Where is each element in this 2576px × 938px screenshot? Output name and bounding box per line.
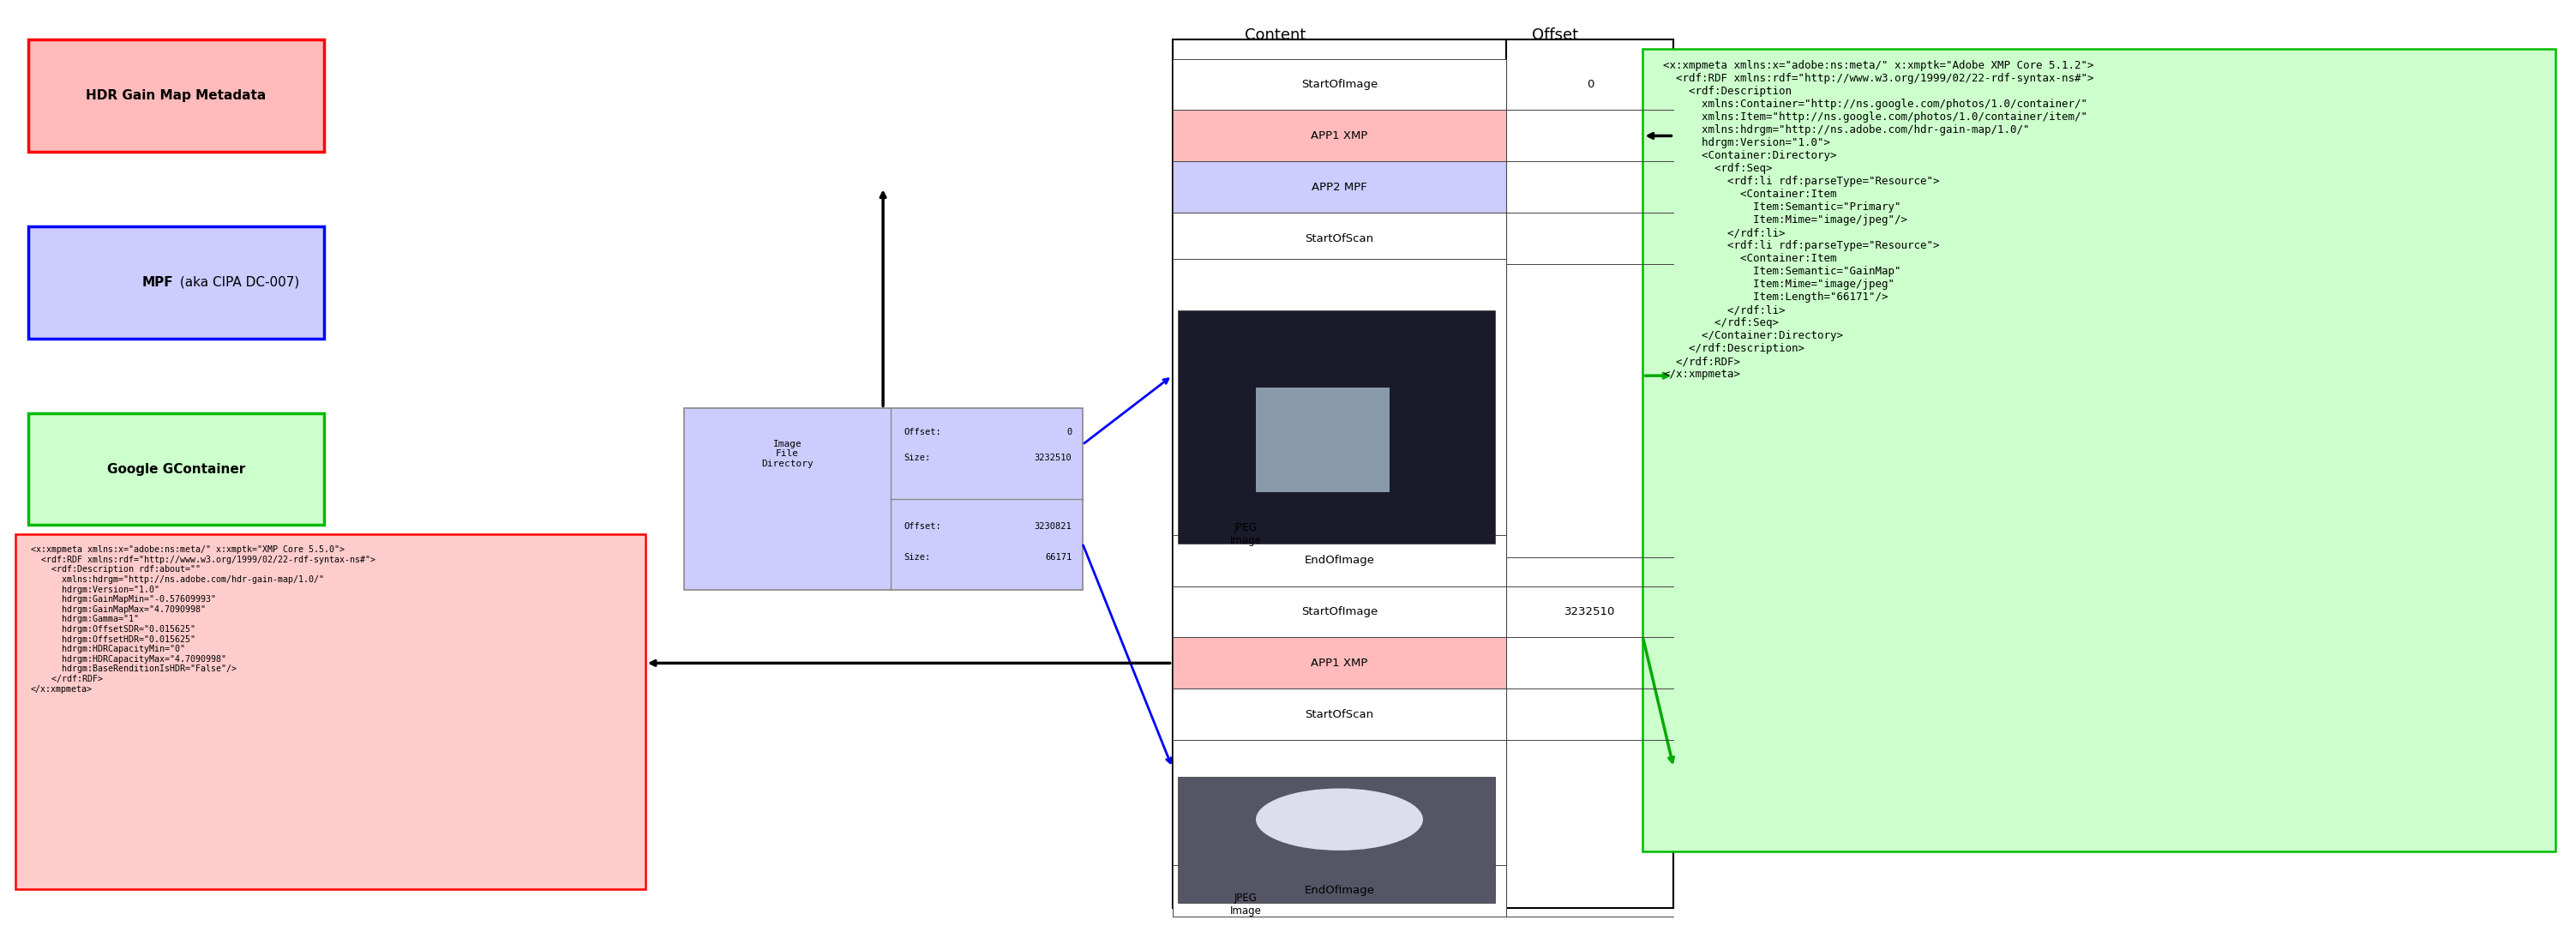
- Text: 3232510: 3232510: [1036, 453, 1072, 461]
- Text: EndOfImage: EndOfImage: [1303, 555, 1376, 566]
- Bar: [1257, 387, 1388, 492]
- Bar: [1172, 259, 1507, 558]
- Bar: [28, 39, 325, 152]
- Bar: [1172, 740, 1507, 917]
- Text: APP1 XMP: APP1 XMP: [1311, 130, 1368, 142]
- Text: StartOfImage: StartOfImage: [1301, 606, 1378, 617]
- Text: JPEG
Image: JPEG Image: [1229, 893, 1262, 916]
- Text: MPF: MPF: [142, 276, 173, 289]
- Text: <x:xmpmeta xmlns:x="adobe:ns:meta/" x:xmptk="XMP Core 5.5.0">
  <rdf:RDF xmlns:r: <x:xmpmeta xmlns:x="adobe:ns:meta/" x:xm…: [31, 546, 376, 693]
- Text: EndOfImage: EndOfImage: [1303, 885, 1376, 897]
- Text: StartOfScan: StartOfScan: [1306, 233, 1373, 244]
- Bar: [1172, 110, 1507, 161]
- Bar: [1172, 688, 1507, 740]
- Text: StartOfImage: StartOfImage: [1301, 79, 1378, 90]
- Text: <x:xmpmeta xmlns:x="adobe:ns:meta/" x:xmptk="Adobe XMP Core 5.1.2">
  <rdf:RDF x: <x:xmpmeta xmlns:x="adobe:ns:meta/" x:xm…: [1664, 60, 2094, 380]
- Bar: [1177, 777, 1494, 903]
- Text: 0: 0: [1066, 428, 1072, 436]
- Bar: [28, 226, 325, 339]
- Bar: [1172, 59, 1507, 110]
- Bar: [1172, 638, 1507, 688]
- Text: HDR Gain Map Metadata: HDR Gain Map Metadata: [85, 89, 265, 102]
- Text: 3230821: 3230821: [1036, 522, 1072, 531]
- Bar: [1172, 535, 1507, 586]
- Bar: [28, 413, 325, 525]
- Text: Offset: Offset: [1533, 27, 1579, 43]
- Text: Image
File
Directory: Image File Directory: [762, 440, 814, 468]
- Text: Size:: Size:: [904, 553, 930, 562]
- Text: Size:: Size:: [904, 453, 930, 461]
- Bar: [1172, 161, 1507, 213]
- Text: 66171: 66171: [1046, 553, 1072, 562]
- Text: 0: 0: [1587, 79, 1595, 90]
- Text: Content: Content: [1244, 27, 1306, 43]
- Bar: [1172, 865, 1507, 916]
- Bar: [1507, 39, 1674, 908]
- Bar: [1177, 310, 1494, 544]
- Bar: [1172, 39, 1507, 908]
- Text: Offset:: Offset:: [904, 522, 940, 531]
- Text: APP2 MPF: APP2 MPF: [1311, 182, 1368, 192]
- Bar: [683, 408, 1082, 590]
- Bar: [1643, 49, 2555, 852]
- Text: Offset:: Offset:: [904, 428, 940, 436]
- Bar: [1172, 586, 1507, 638]
- Bar: [15, 535, 644, 889]
- Ellipse shape: [1257, 789, 1422, 851]
- Text: Google GContainer: Google GContainer: [106, 462, 245, 476]
- Text: JPEG
Image: JPEG Image: [1229, 522, 1262, 546]
- Text: (aka CIPA DC-007): (aka CIPA DC-007): [175, 276, 299, 289]
- Text: StartOfScan: StartOfScan: [1306, 709, 1373, 720]
- Bar: [1172, 213, 1507, 265]
- Text: 3232510: 3232510: [1564, 606, 1615, 617]
- Text: APP1 XMP: APP1 XMP: [1311, 658, 1368, 669]
